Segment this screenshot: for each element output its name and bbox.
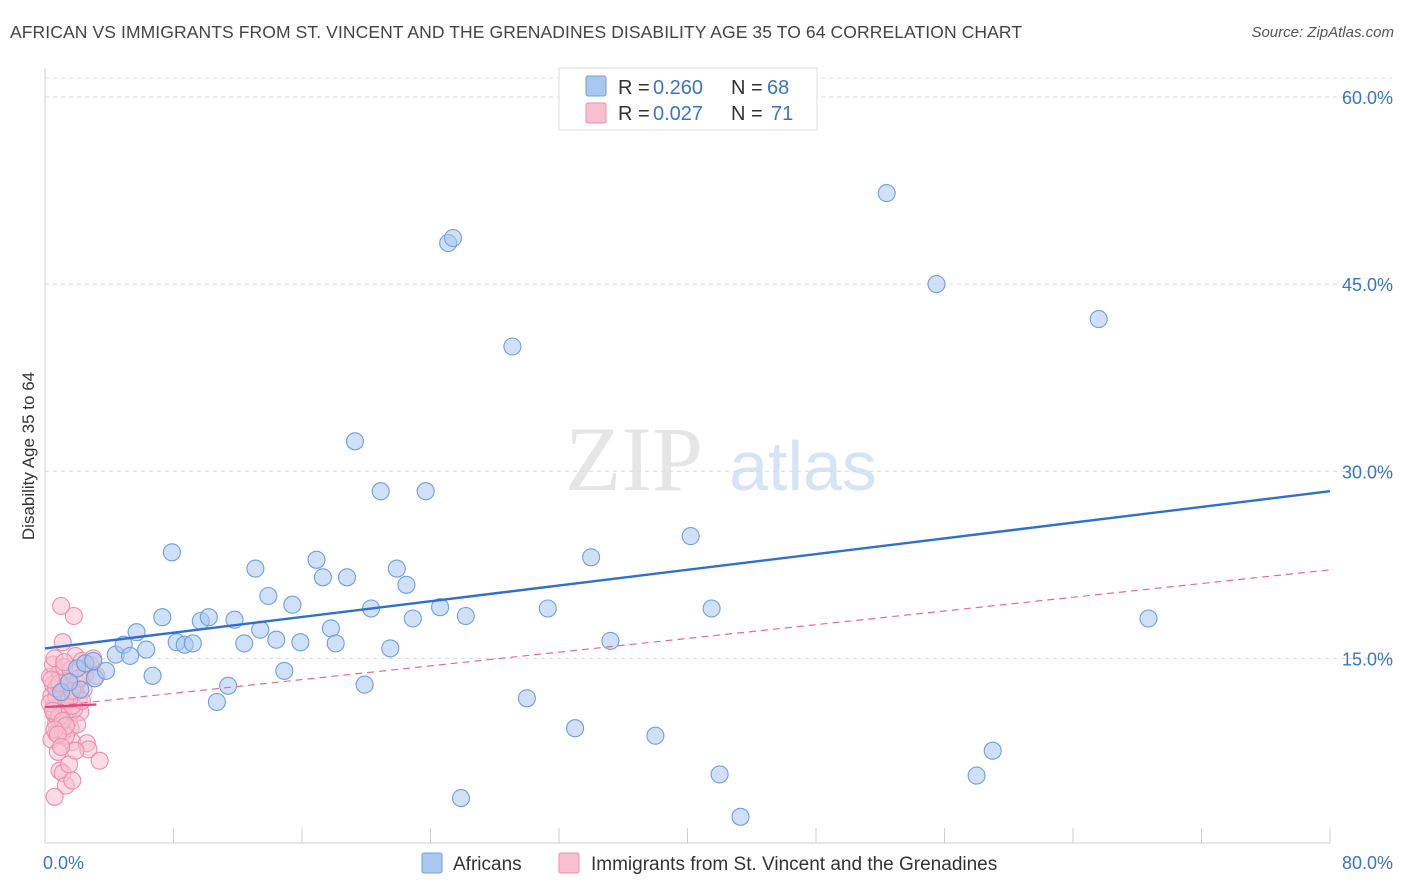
y-axis-label: Disability Age 35 to 64 xyxy=(19,372,38,540)
africans-point xyxy=(416,482,435,501)
y-tick-labels: 15.0% 30.0% 45.0% 60.0% xyxy=(1342,88,1393,669)
africans-point xyxy=(451,789,471,808)
y-tick-label: 60.0% xyxy=(1342,88,1393,108)
immigrants-point xyxy=(63,771,82,790)
y-tick-label: 30.0% xyxy=(1342,462,1393,482)
africans-point xyxy=(275,661,294,680)
legend-swatch-africans xyxy=(585,75,607,97)
x-tick-label: 0.0% xyxy=(43,853,84,873)
africans-point xyxy=(443,228,463,248)
immigrants-point xyxy=(52,737,71,756)
africans-point xyxy=(582,548,601,567)
legend-n-value: 68 xyxy=(767,77,789,99)
africans-point xyxy=(731,807,750,826)
legend-n-value: 71 xyxy=(771,103,793,125)
africans-point xyxy=(927,275,946,294)
africans-point xyxy=(246,559,265,578)
africans-point xyxy=(371,482,390,501)
africans-point xyxy=(1139,609,1158,628)
africans-point xyxy=(219,676,238,695)
africans-point xyxy=(291,633,310,652)
africans-point xyxy=(646,726,665,745)
africans-point xyxy=(566,719,585,738)
africans-point xyxy=(121,646,140,665)
africans-point xyxy=(137,640,156,659)
legend-r-label: R = xyxy=(618,77,650,99)
immigrants-point xyxy=(52,596,71,616)
africans-point xyxy=(877,184,896,203)
africans-point xyxy=(337,568,357,587)
africans-point xyxy=(207,692,226,712)
africans-point xyxy=(983,741,1002,760)
africans-point xyxy=(283,595,302,614)
legend-n-label: N = xyxy=(731,77,763,99)
bottom-legend-label: Africans xyxy=(453,854,522,875)
africans-point xyxy=(307,550,326,569)
bottom-legend-label: Immigrants from St. Vincent and the Gren… xyxy=(591,854,997,875)
africans-point xyxy=(403,609,422,628)
watermark-atlas: atlas xyxy=(729,427,877,505)
watermark: ZIP atlas xyxy=(565,408,877,510)
x-tick-label: 80.0% xyxy=(1342,853,1393,873)
africans-point xyxy=(503,337,522,356)
africans-trend-line xyxy=(44,490,1331,650)
immigrants-point xyxy=(45,787,64,806)
trend-lines xyxy=(44,490,1331,709)
legend-n-label: N = xyxy=(731,103,763,125)
watermark-zip: ZIP xyxy=(565,408,703,510)
legend-r-label: R = xyxy=(618,103,650,125)
africans-point xyxy=(1089,310,1108,329)
africans-point xyxy=(96,661,116,680)
africans-point xyxy=(326,634,345,653)
stats-legend: R = 0.260 N = 68 R = 0.027 N = 71 xyxy=(558,67,818,131)
africans-point xyxy=(183,634,202,653)
africans-point xyxy=(381,639,400,658)
africans-point xyxy=(397,575,416,594)
africans-point xyxy=(313,568,332,587)
africans-point xyxy=(681,527,700,546)
legend-swatch-immigrants xyxy=(585,102,607,124)
legend-r-value: 0.027 xyxy=(653,103,703,125)
immigrants-trend-solid xyxy=(44,703,97,709)
africans-point xyxy=(84,651,103,670)
africans-point xyxy=(517,689,536,708)
x-tick-labels: 0.0% 80.0% xyxy=(43,853,1393,873)
africans-point xyxy=(538,599,557,618)
legend-r-value: 0.260 xyxy=(653,77,703,99)
africans-point xyxy=(259,586,278,606)
immigrants-point xyxy=(90,751,109,770)
africans-point xyxy=(431,598,450,617)
africans-point xyxy=(199,608,218,627)
chart-title: AFRICAN VS IMMIGRANTS FROM ST. VINCENT A… xyxy=(10,22,1023,42)
africans-point xyxy=(456,606,475,626)
africans-point xyxy=(387,559,406,578)
africans-point xyxy=(321,619,340,638)
immigrants-point xyxy=(64,606,83,626)
africans-point xyxy=(967,766,986,785)
africans-point xyxy=(162,543,181,562)
africans-point xyxy=(235,634,254,653)
africans-point xyxy=(153,608,172,627)
africans-point xyxy=(355,675,374,694)
y-tick-label: 15.0% xyxy=(1342,649,1393,669)
bottom-legend-swatch-africans xyxy=(421,852,443,874)
immigrants-point xyxy=(42,670,61,689)
africans-point xyxy=(702,599,721,618)
series-legend: Africans Immigrants from St. Vincent and… xyxy=(421,852,997,875)
africans-point xyxy=(60,673,79,692)
source-label: Source: ZipAtlas.com xyxy=(1251,24,1394,41)
africans-point xyxy=(143,666,162,685)
data-points xyxy=(40,184,1158,826)
africans-point xyxy=(345,432,365,451)
africans-point xyxy=(601,631,620,650)
africans-point xyxy=(710,765,729,784)
bottom-legend-swatch-immigrants xyxy=(558,852,580,874)
africans-point xyxy=(267,630,286,649)
y-tick-label: 45.0% xyxy=(1342,275,1393,295)
